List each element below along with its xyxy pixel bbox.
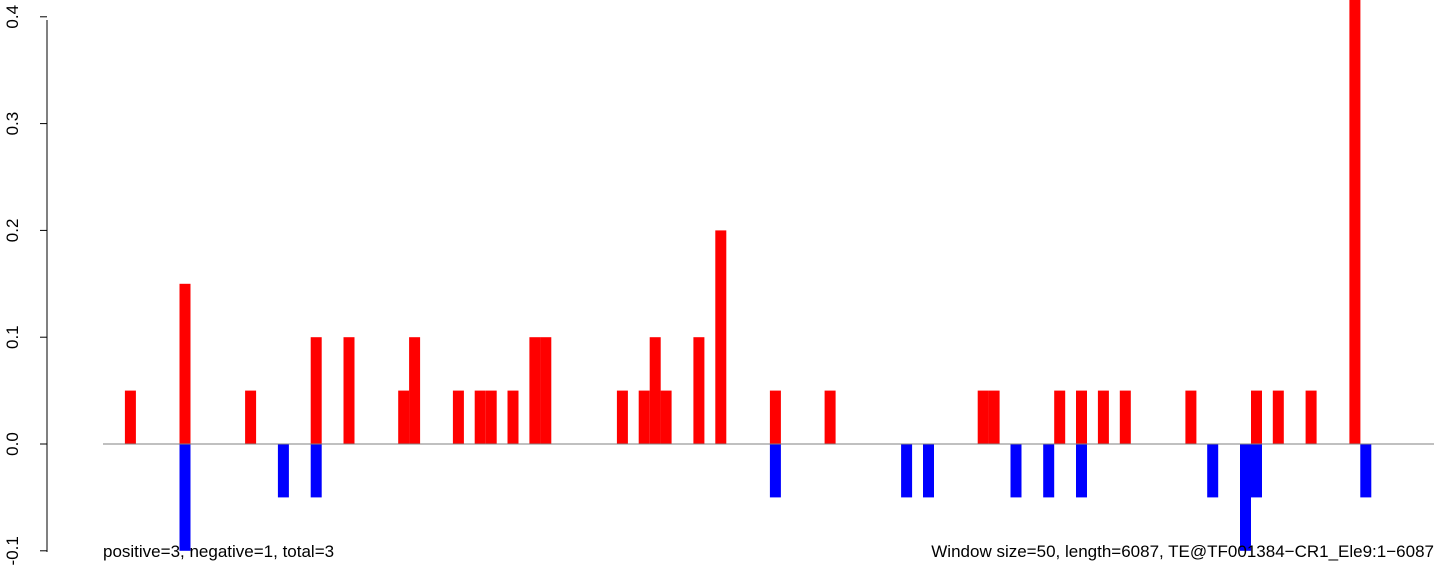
positive-bar xyxy=(1054,390,1066,444)
positive-bar xyxy=(245,390,257,444)
y-axis: -0.1 0.0 0.1 0.2 0.3 0.4 xyxy=(3,5,48,565)
negative-bar xyxy=(769,444,781,498)
negative-bars xyxy=(179,444,1372,551)
y-tick-label: 0.3 xyxy=(3,112,22,136)
positive-bar xyxy=(485,390,497,444)
positive-bar xyxy=(1097,390,1109,444)
positive-bar xyxy=(1305,390,1317,444)
positive-bar xyxy=(310,337,322,444)
positive-bar xyxy=(124,390,136,444)
negative-bar xyxy=(1207,444,1219,498)
negative-bar xyxy=(179,444,191,551)
negative-bar xyxy=(1360,444,1372,498)
positive-bar xyxy=(507,390,519,444)
positive-bar xyxy=(1272,390,1284,444)
y-tick-label: -0.1 xyxy=(3,536,22,565)
positive-bar xyxy=(398,390,410,444)
positive-bar xyxy=(529,337,541,444)
negative-bar xyxy=(1043,444,1055,498)
negative-bar xyxy=(1010,444,1022,498)
positive-bar xyxy=(343,337,355,444)
positive-bar xyxy=(179,283,191,444)
negative-bar xyxy=(923,444,934,498)
positive-bar xyxy=(1076,390,1087,444)
negative-bar xyxy=(310,444,322,498)
y-tick-label: 0.0 xyxy=(3,432,22,456)
positive-bar xyxy=(649,337,661,444)
positive-bar xyxy=(452,390,464,444)
positive-bar xyxy=(769,390,781,444)
positive-bar xyxy=(1185,390,1197,444)
y-tick-label: 0.2 xyxy=(3,219,22,243)
positive-bar xyxy=(988,390,1000,444)
positive-bar xyxy=(638,390,650,444)
negative-bar xyxy=(1076,444,1087,498)
positive-bar xyxy=(1349,0,1361,445)
positive-bar xyxy=(616,390,628,444)
positive-bar xyxy=(540,337,552,444)
positive-bars xyxy=(124,0,1361,445)
y-tick-label: 0.1 xyxy=(3,325,22,349)
window-annotation: Window size=50, length=6087, TE@TF001384… xyxy=(931,542,1434,561)
positive-bar xyxy=(474,390,486,444)
negative-bar xyxy=(1251,444,1262,498)
counts-annotation: positive=3, negative=1, total=3 xyxy=(103,542,334,561)
positive-bar xyxy=(977,390,989,444)
positive-bar xyxy=(693,337,705,444)
negative-bar xyxy=(277,444,289,498)
positive-bar xyxy=(409,337,421,444)
positive-bar xyxy=(1119,390,1131,444)
y-tick-label: 0.4 xyxy=(3,5,22,29)
positive-bar xyxy=(824,390,836,444)
positive-bar xyxy=(1251,390,1262,444)
negative-bar xyxy=(901,444,913,498)
negative-bar xyxy=(1240,444,1251,551)
positive-bar xyxy=(715,230,727,444)
positive-bar xyxy=(660,390,672,444)
